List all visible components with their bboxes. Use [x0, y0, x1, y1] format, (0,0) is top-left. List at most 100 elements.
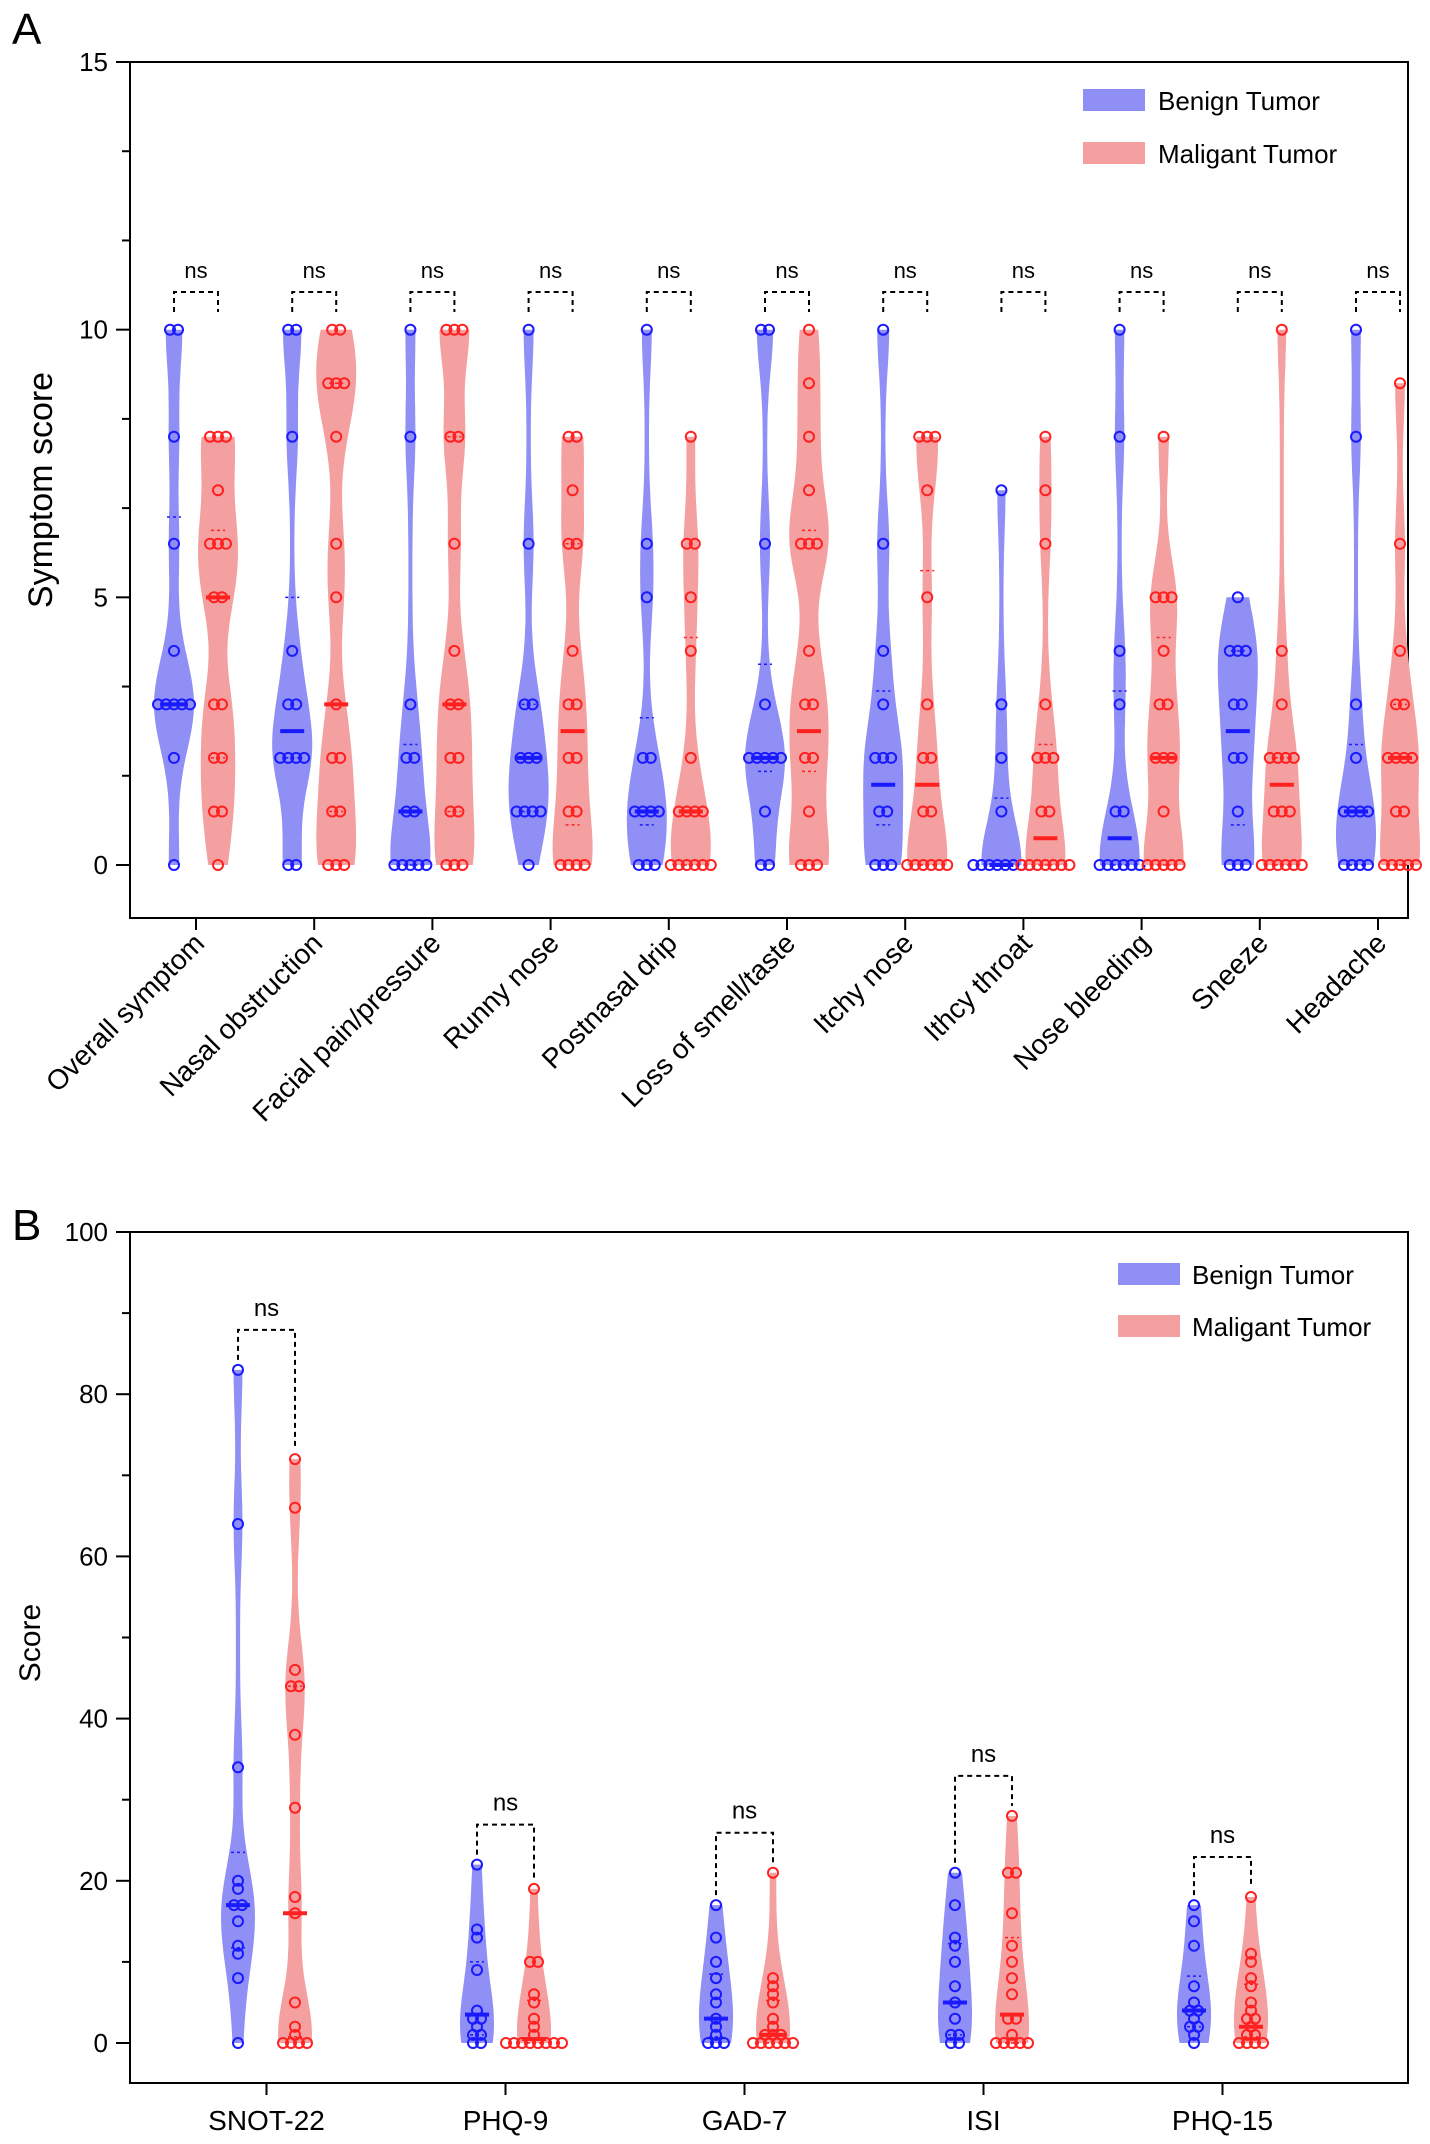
data-point	[448, 537, 461, 550]
data-point	[1006, 1939, 1018, 1952]
y-tick-label: 5	[94, 582, 108, 612]
data-point	[767, 2012, 779, 2025]
data-point	[1287, 751, 1300, 764]
data-point	[216, 698, 228, 711]
data-point	[1149, 751, 1162, 764]
y-tick-label: 15	[79, 47, 108, 77]
data-point	[232, 1363, 244, 1376]
data-point	[755, 2037, 767, 2049]
data-point	[652, 805, 665, 818]
panel-b: B Score 0 20 40 60 80 100 ns ns ns ns ns SNOT-22 P…	[12, 1201, 1409, 2136]
data-point	[704, 859, 717, 871]
benign-violin	[981, 490, 1022, 865]
data-point	[282, 698, 295, 711]
data-point	[1394, 644, 1406, 657]
data-point	[475, 2037, 487, 2049]
data-point	[528, 1882, 540, 1895]
malignant-violin	[278, 1459, 312, 2043]
data-point	[562, 537, 575, 550]
data-point	[1362, 859, 1374, 871]
data-point	[232, 2037, 244, 2049]
data-point	[408, 751, 421, 764]
data-point	[885, 751, 898, 764]
data-point	[869, 751, 882, 764]
data-point	[811, 859, 823, 871]
data-point	[518, 805, 531, 818]
x-tick-label: GAD-7	[702, 2105, 788, 2136]
data-point	[1394, 859, 1406, 871]
panel-a-violins: ns ns ns ns ns ns ns ns ns ns ns	[152, 258, 1422, 871]
data-point	[1031, 751, 1044, 764]
data-point	[326, 323, 339, 336]
data-point	[1006, 1955, 1018, 1968]
data-point	[1245, 1955, 1257, 1968]
significance-label: ns	[657, 258, 680, 283]
data-point	[877, 751, 890, 764]
data-point	[1263, 751, 1276, 764]
x-tick-label: PHQ-9	[463, 2105, 549, 2136]
data-point	[763, 859, 775, 871]
data-point	[949, 1939, 961, 1952]
data-point	[807, 751, 819, 764]
data-point	[1235, 751, 1248, 764]
data-point	[1287, 859, 1300, 871]
benign-violin	[390, 329, 431, 865]
data-point	[532, 2037, 544, 2049]
data-point	[925, 805, 938, 818]
significance-bracket	[291, 291, 338, 312]
data-point	[232, 1761, 244, 1774]
data-point	[1382, 751, 1394, 764]
data-point	[526, 805, 539, 818]
benign-violin	[1336, 329, 1376, 865]
significance-label: ns	[1248, 258, 1271, 283]
data-point	[767, 751, 779, 764]
data-point	[1275, 323, 1288, 336]
data-point	[456, 323, 469, 336]
data-point	[1245, 1996, 1257, 2009]
data-point	[570, 430, 583, 443]
data-point	[440, 859, 453, 871]
data-point	[522, 751, 535, 764]
data-point	[1039, 751, 1052, 764]
data-point	[404, 859, 417, 871]
significance-bracket	[1236, 291, 1283, 312]
data-point	[208, 698, 220, 711]
data-point	[528, 2012, 540, 2025]
data-point	[803, 430, 815, 443]
data-point	[1047, 751, 1060, 764]
data-point	[1039, 859, 1052, 871]
data-point	[1125, 859, 1138, 871]
significance-label: ns	[254, 1295, 279, 1322]
data-point	[640, 537, 653, 550]
benign-violin	[626, 329, 667, 865]
data-point	[471, 1931, 483, 1944]
group-overall-symptom: ns	[152, 258, 238, 871]
data-point	[444, 805, 457, 818]
data-point	[289, 1663, 301, 1676]
data-point	[322, 377, 335, 390]
data-point	[326, 751, 339, 764]
data-point	[176, 698, 188, 711]
data-point	[471, 1923, 483, 1936]
data-point	[1245, 1980, 1257, 1993]
data-point	[562, 698, 575, 711]
data-point	[274, 751, 287, 764]
data-point	[710, 2028, 722, 2041]
data-point	[688, 537, 701, 550]
data-point	[322, 859, 335, 871]
significance-bracket	[173, 291, 219, 312]
data-point	[672, 805, 685, 818]
data-point	[164, 323, 176, 336]
data-point	[293, 1680, 305, 1693]
data-point	[877, 537, 890, 550]
data-point	[562, 430, 575, 443]
significance-label: ns	[775, 258, 798, 283]
data-point	[803, 377, 815, 390]
data-point	[767, 1980, 779, 1993]
benign-violin	[508, 329, 549, 865]
data-point	[289, 1996, 301, 2009]
data-point	[290, 698, 303, 711]
data-point	[767, 2020, 779, 2033]
data-point	[799, 698, 811, 711]
